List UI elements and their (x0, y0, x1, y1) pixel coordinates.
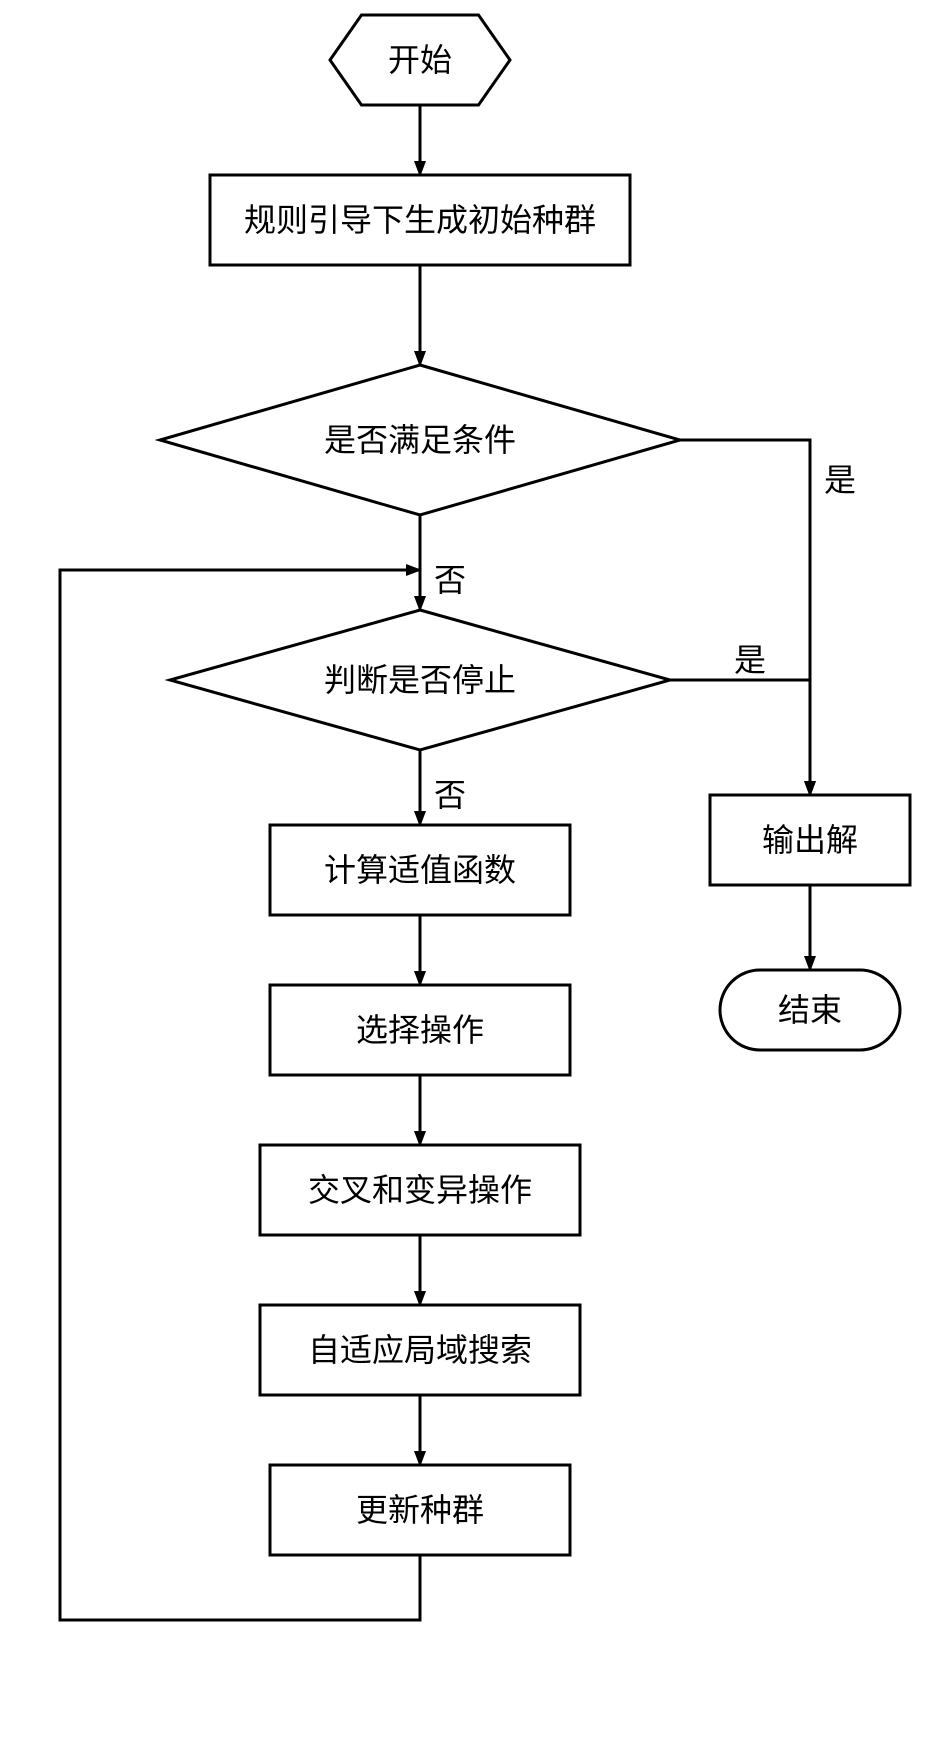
edge-3: 否 (420, 750, 466, 825)
node-fitness: 计算适值函数 (270, 825, 570, 915)
edge-2-label: 否 (434, 562, 466, 598)
node-cond-label: 是否满足条件 (324, 422, 516, 458)
node-output: 输出解 (710, 795, 910, 885)
node-end: 结束 (720, 970, 900, 1050)
node-cross_mut: 交叉和变异操作 (260, 1145, 580, 1235)
node-cond: 是否满足条件 (160, 365, 680, 515)
node-init_pop: 规则引导下生成初始种群 (210, 175, 630, 265)
node-start: 开始 (330, 15, 510, 105)
node-update: 更新种群 (270, 1465, 570, 1555)
node-start-label: 开始 (388, 42, 452, 78)
edge-10-label: 是 (734, 642, 766, 678)
edge-10: 是 (670, 642, 810, 795)
node-select-label: 选择操作 (356, 1012, 484, 1048)
node-local-label: 自适应局域搜索 (308, 1332, 532, 1368)
edge-3-label: 否 (434, 777, 466, 813)
node-end-label: 结束 (778, 992, 842, 1028)
node-init_pop-label: 规则引导下生成初始种群 (244, 202, 596, 238)
node-update-label: 更新种群 (356, 1492, 484, 1528)
node-local: 自适应局域搜索 (260, 1305, 580, 1395)
flowchart-canvas: 否否是是开始规则引导下生成初始种群是否满足条件判断是否停止计算适值函数选择操作交… (0, 0, 943, 1764)
edge-2: 否 (420, 515, 466, 610)
node-stop-label: 判断是否停止 (324, 662, 516, 698)
node-output-label: 输出解 (762, 822, 858, 858)
edge-9-label: 是 (824, 462, 856, 498)
edge-9: 是 (680, 440, 856, 795)
node-stop: 判断是否停止 (170, 610, 670, 750)
node-fitness-label: 计算适值函数 (324, 852, 516, 888)
node-cross_mut-label: 交叉和变异操作 (308, 1172, 532, 1208)
node-select: 选择操作 (270, 985, 570, 1075)
